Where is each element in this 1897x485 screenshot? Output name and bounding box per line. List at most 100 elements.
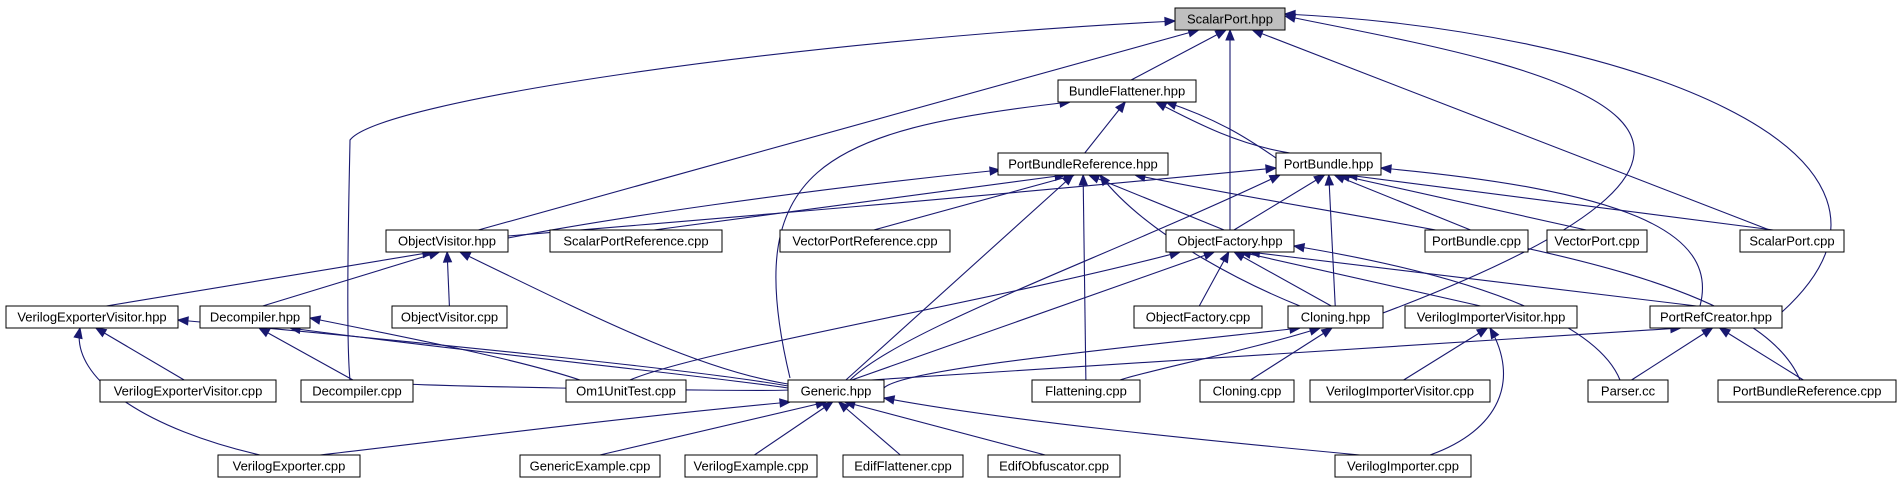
edge-portbundle_hpp-to-vectorport_cpp bbox=[1337, 172, 1587, 231]
edge-generic_hpp-to-edifflattener_cpp bbox=[837, 401, 901, 456]
edge-scalarport_hpp-to-bundleflattener_hpp bbox=[1130, 29, 1228, 81]
node-flattening-cpp[interactable]: Flattening.cpp bbox=[1031, 379, 1141, 403]
node-box bbox=[1031, 379, 1141, 403]
node-scalarport-cpp[interactable]: ScalarPort.cpp bbox=[1739, 229, 1845, 253]
edge-portbundlereference_hpp-to-scalarportreference_cpp bbox=[653, 171, 1067, 231]
edge-portbundle_hpp-to-objectvisitor_hpp bbox=[507, 164, 1278, 237]
node-box bbox=[391, 305, 508, 329]
node-label: ScalarPort.cpp bbox=[1749, 234, 1834, 249]
node-box bbox=[1199, 379, 1295, 403]
node-verilogimportervisitor-cpp[interactable]: VerilogImporterVisitor.cpp bbox=[1309, 379, 1491, 403]
node-edifobfuscator-cpp[interactable]: EdifObfuscator.cpp bbox=[987, 454, 1121, 478]
node-cloning-hpp[interactable]: Cloning.hpp bbox=[1287, 305, 1384, 329]
node-label: VerilogExporterVisitor.hpp bbox=[17, 310, 166, 325]
node-objectvisitor-cpp[interactable]: ObjectVisitor.cpp bbox=[391, 305, 508, 329]
node-edifflattener-cpp[interactable]: EdifFlattener.cpp bbox=[842, 454, 964, 478]
node-vectorport-cpp[interactable]: VectorPort.cpp bbox=[1546, 229, 1648, 253]
node-box bbox=[1717, 379, 1897, 403]
node-om1unittest-cpp[interactable]: Om1UnitTest.cpp bbox=[565, 379, 687, 403]
edge-portbundle_hpp-to-portbundle_cpp bbox=[1333, 174, 1471, 231]
node-generic-hpp[interactable]: Generic.hpp bbox=[787, 379, 885, 403]
node-decompiler-cpp[interactable]: Decompiler.cpp bbox=[300, 379, 414, 403]
edge-objectvisitor_hpp-to-decompiler_hpp bbox=[262, 250, 441, 307]
edge-verilogimportervisitor_hpp-to-verilogimporter_cpp bbox=[1429, 326, 1505, 456]
edge-decompiler_hpp-to-decompiler_cpp bbox=[257, 327, 354, 381]
node-box bbox=[385, 229, 509, 253]
node-bundleflattener-hpp[interactable]: BundleFlattener.hpp bbox=[1057, 79, 1197, 103]
node-label: BundleFlattener.hpp bbox=[1069, 84, 1185, 99]
node-box bbox=[987, 454, 1121, 478]
node-box bbox=[997, 152, 1169, 176]
node-box bbox=[1287, 305, 1384, 329]
node-box bbox=[1174, 7, 1286, 31]
edge-objectvisitor_hpp-to-objectvisitor_cpp bbox=[442, 250, 453, 307]
node-box bbox=[549, 229, 723, 253]
node-label: Om1UnitTest.cpp bbox=[576, 384, 676, 399]
node-label: ObjectVisitor.cpp bbox=[401, 310, 498, 325]
node-box bbox=[842, 454, 964, 478]
edge-scalarport_hpp-to-objectfactory_hpp bbox=[1225, 28, 1235, 230]
edge-verilogexportervisitor_hpp-to-verilogexportervisitor_cpp bbox=[94, 327, 185, 381]
edge-portbundlereference_hpp-to-cloning_hpp bbox=[1099, 173, 1301, 307]
node-objectvisitor-hpp[interactable]: ObjectVisitor.hpp bbox=[385, 229, 509, 253]
node-box bbox=[779, 229, 951, 253]
edge-portrefcreator_hpp-to-parser_cc bbox=[1631, 327, 1714, 381]
node-portbundlereference-cpp[interactable]: PortBundleReference.cpp bbox=[1717, 379, 1897, 403]
node-label: PortBundleReference.cpp bbox=[1733, 384, 1882, 399]
node-label: EdifObfuscator.cpp bbox=[999, 459, 1109, 474]
node-verilogimporter-cpp[interactable]: VerilogImporter.cpp bbox=[1334, 454, 1472, 478]
edge-generic_hpp-to-verilogimporter_cpp bbox=[882, 395, 1361, 456]
edge-objectfactory_hpp-to-objectfactory_cpp bbox=[1198, 250, 1230, 307]
node-scalarportreference-cpp[interactable]: ScalarPortReference.cpp bbox=[549, 229, 723, 253]
node-vectorportreference-cpp[interactable]: VectorPortReference.cpp bbox=[779, 229, 951, 253]
edge-objectvisitor_hpp-to-verilogexportervisitor_hpp bbox=[106, 249, 435, 307]
node-verilogexporter-cpp[interactable]: VerilogExporter.cpp bbox=[217, 454, 361, 478]
edge-portbundle_hpp-to-portrefcreator_hpp bbox=[1379, 164, 1703, 307]
node-label: ScalarPort.hpp bbox=[1187, 12, 1273, 27]
node-verilogimportervisitor-hpp[interactable]: VerilogImporterVisitor.hpp bbox=[1404, 305, 1578, 329]
node-decompiler-hpp[interactable]: Decompiler.hpp bbox=[199, 305, 311, 329]
node-box bbox=[1424, 229, 1529, 253]
node-label: VerilogImporter.cpp bbox=[1347, 459, 1459, 474]
edge-scalarport_hpp-to-generic_hpp bbox=[347, 16, 1177, 391]
node-label: Decompiler.hpp bbox=[210, 310, 300, 325]
node-label: VerilogExporter.cpp bbox=[233, 459, 346, 474]
edge-bundleflattener_hpp-to-portbundlereference_hpp bbox=[1084, 100, 1127, 154]
node-label: Cloning.cpp bbox=[1213, 384, 1282, 399]
node-verilogexportervisitor-cpp[interactable]: VerilogExporterVisitor.cpp bbox=[99, 379, 277, 403]
node-box bbox=[1165, 229, 1295, 253]
edge-cloning_hpp-to-cloning_cpp bbox=[1250, 327, 1334, 381]
node-box bbox=[217, 454, 361, 478]
node-box bbox=[99, 379, 277, 403]
node-box bbox=[1587, 379, 1669, 403]
node-box bbox=[1309, 379, 1491, 403]
node-cloning-cpp[interactable]: Cloning.cpp bbox=[1199, 379, 1295, 403]
node-objectfactory-hpp[interactable]: ObjectFactory.hpp bbox=[1165, 229, 1295, 253]
node-label: EdifFlattener.cpp bbox=[854, 459, 952, 474]
node-box bbox=[565, 379, 687, 403]
edges-layer bbox=[73, 9, 1832, 456]
node-label: VerilogImporterVisitor.cpp bbox=[1326, 384, 1474, 399]
node-box bbox=[199, 305, 311, 329]
node-label: PortBundle.cpp bbox=[1432, 234, 1521, 249]
node-label: VerilogImporterVisitor.hpp bbox=[1417, 310, 1566, 325]
node-portrefcreator-hpp[interactable]: PortRefCreator.hpp bbox=[1649, 305, 1783, 329]
node-parser-cc[interactable]: Parser.cc bbox=[1587, 379, 1669, 403]
node-label: ScalarPortReference.cpp bbox=[563, 234, 708, 249]
node-box bbox=[1546, 229, 1648, 253]
node-verilogexample-cpp[interactable]: VerilogExample.cpp bbox=[684, 454, 818, 478]
node-objectfactory-cpp[interactable]: ObjectFactory.cpp bbox=[1133, 305, 1263, 329]
edge-portbundle_hpp-to-cloning_hpp bbox=[1324, 173, 1336, 307]
edge-scalarport_hpp-to-objectvisitor_hpp bbox=[478, 28, 1200, 231]
node-verilogexportervisitor-hpp[interactable]: VerilogExporterVisitor.hpp bbox=[5, 305, 179, 329]
node-portbundlereference-hpp[interactable]: PortBundleReference.hpp bbox=[997, 152, 1169, 176]
node-box bbox=[1404, 305, 1578, 329]
node-scalarport-hpp[interactable]: ScalarPort.hpp bbox=[1174, 7, 1286, 31]
node-portbundle-cpp[interactable]: PortBundle.cpp bbox=[1424, 229, 1529, 253]
node-genericexample-cpp[interactable]: GenericExample.cpp bbox=[519, 454, 661, 478]
node-label: VerilogExample.cpp bbox=[694, 459, 809, 474]
edge-verilogimportervisitor_hpp-to-verilogimportervisitor_cpp bbox=[1403, 327, 1489, 381]
edge-generic_hpp-to-verilogexporter_cpp bbox=[319, 398, 792, 456]
node-portbundle-hpp[interactable]: PortBundle.hpp bbox=[1275, 152, 1382, 176]
